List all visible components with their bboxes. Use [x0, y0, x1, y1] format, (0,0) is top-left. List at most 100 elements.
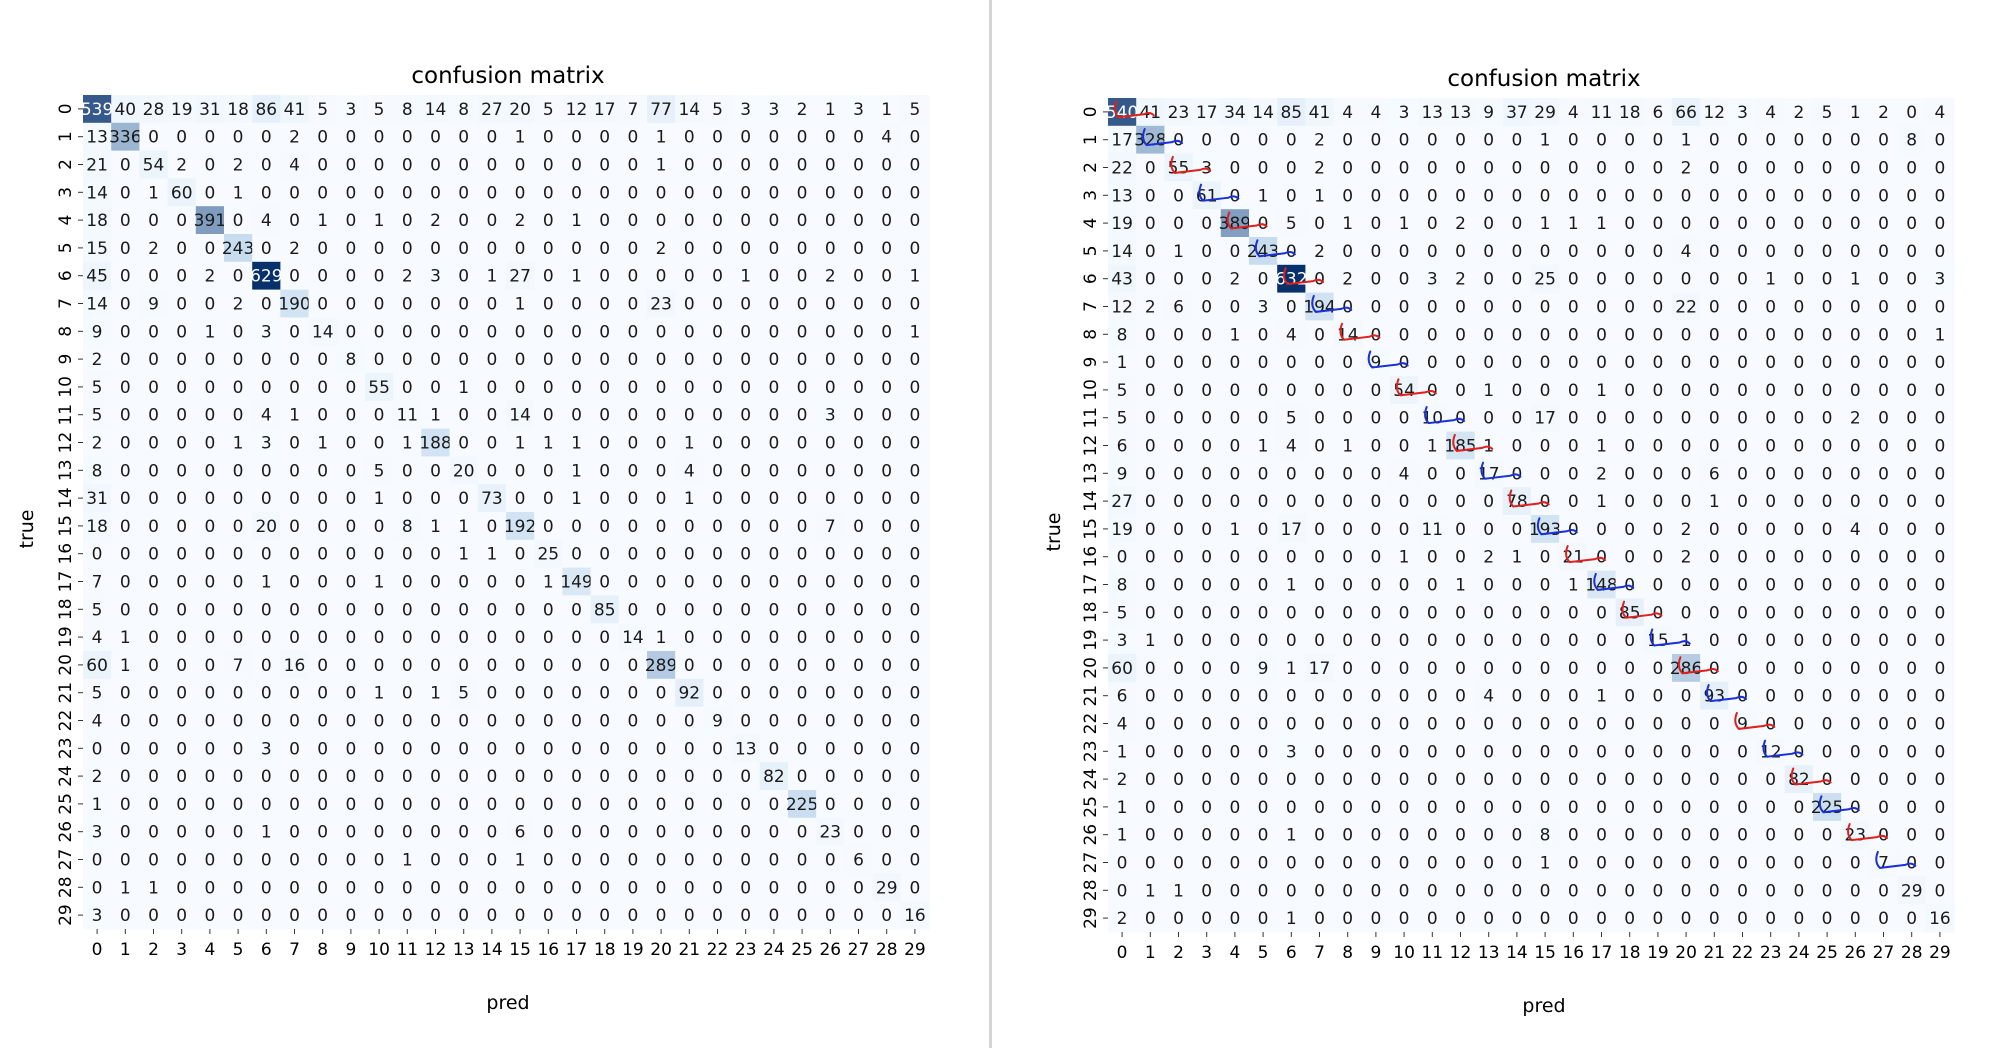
- cell-value-label: 0: [627, 573, 638, 593]
- cell-value-label: 0: [317, 545, 328, 565]
- cell-value-label: 0: [684, 628, 695, 648]
- cell-value-label: 2: [430, 211, 441, 231]
- cell-value-label: 0: [853, 406, 864, 426]
- y-tick-label: 18: [56, 598, 76, 620]
- cell-value-label: 0: [768, 656, 779, 676]
- heatmap-cell: [703, 539, 733, 569]
- cell-value-label: 0: [1934, 353, 1945, 373]
- cell-value-label: 0: [1173, 381, 1184, 401]
- cell-value-label: 0: [1822, 742, 1833, 762]
- cell-value-label: 0: [1342, 687, 1353, 707]
- cell-value-label: 0: [1342, 548, 1353, 568]
- cell-value-label: 0: [1681, 909, 1692, 929]
- cell-value-label: 0: [1878, 631, 1889, 651]
- y-tick-label: 1: [56, 131, 76, 142]
- cell-value-label: 0: [1511, 214, 1522, 234]
- heatmap-cell: [731, 345, 761, 374]
- cell-value-label: 1: [909, 322, 920, 342]
- cell-value-label: 0: [1229, 409, 1240, 429]
- y-tick-label: 16: [56, 543, 76, 565]
- cell-value-label: 0: [740, 628, 751, 648]
- cell-value-label: 0: [1596, 631, 1607, 651]
- cell-value-label: 0: [1173, 687, 1184, 707]
- cell-value-label: 0: [543, 156, 554, 176]
- cell-value-label: 0: [289, 573, 300, 593]
- cell-value-label: 0: [1483, 854, 1494, 874]
- cell-value-label: 0: [1596, 881, 1607, 901]
- heatmap-cell: [703, 206, 733, 235]
- cell-value-label: 0: [627, 795, 638, 815]
- cell-value-label: 0: [1286, 798, 1297, 818]
- cell-value-label: 4: [1568, 103, 1579, 123]
- heatmap-cell: [139, 317, 169, 346]
- cell-value-label: 0: [233, 350, 244, 370]
- cell-value-label: 1: [374, 489, 385, 509]
- cell-value-label: 0: [768, 739, 779, 759]
- cell-value-label: 0: [571, 295, 582, 315]
- heatmap-cell: [816, 373, 845, 402]
- cell-value-label: 0: [1314, 687, 1325, 707]
- cell-value-label: 0: [768, 378, 779, 398]
- cell-value-label: 0: [1258, 715, 1269, 735]
- cell-value-label: 0: [1878, 298, 1889, 318]
- heatmap-cell: [534, 428, 563, 457]
- heatmap-cell: [421, 345, 451, 374]
- cell-value-label: 0: [599, 628, 610, 648]
- cell-value-label: 0: [1286, 631, 1297, 651]
- cell-value-label: 0: [881, 767, 892, 787]
- cell-value-label: 0: [1511, 576, 1522, 596]
- cell-value-label: 0: [853, 489, 864, 509]
- cell-value-label: 0: [430, 851, 441, 871]
- cell-value-label: 0: [233, 906, 244, 926]
- y-tick-label: 10: [1081, 379, 1101, 401]
- cell-value-label: 4: [1681, 242, 1692, 262]
- cell-value-label: 0: [712, 767, 723, 787]
- cell-value-label: 0: [1850, 492, 1861, 512]
- cell-value-label: 0: [148, 684, 159, 704]
- cell-value-label: 16: [1929, 909, 1951, 929]
- cell-value-label: 0: [374, 851, 385, 871]
- heatmap-cell: [590, 623, 620, 652]
- cell-value-label: 0: [345, 823, 356, 843]
- cell-value-label: 0: [204, 628, 215, 648]
- cell-value-label: 0: [1624, 631, 1635, 651]
- heatmap-cell: [759, 345, 789, 374]
- cell-value-label: 0: [176, 823, 187, 843]
- cell-value-label: 0: [768, 239, 779, 259]
- cell-value-label: 0: [233, 211, 244, 231]
- heatmap-cell: [816, 178, 845, 207]
- cell-value-label: 0: [571, 795, 582, 815]
- heatmap-cell: [872, 595, 902, 624]
- heatmap-cell: [477, 95, 507, 124]
- heatmap-cell: [477, 317, 507, 346]
- cell-value-label: 0: [1624, 381, 1635, 401]
- right-chart-panel: confusion matrix pred true 540 41 23 17 34 14…: [992, 0, 2000, 1048]
- cell-value-label: 0: [627, 906, 638, 926]
- cell-value-label: 0: [909, 656, 920, 676]
- cell-value-label: 0: [797, 183, 808, 203]
- cell-value-label: 0: [345, 267, 356, 287]
- cell-value-label: 0: [1934, 770, 1945, 790]
- cell-value-label: 0: [1399, 437, 1410, 457]
- cell-value-label: 0: [1455, 854, 1466, 874]
- cell-value-label: 0: [1681, 742, 1692, 762]
- heatmap-cell: [111, 373, 140, 402]
- heatmap-cell: [167, 623, 197, 652]
- cell-value-label: 0: [909, 211, 920, 231]
- cell-value-label: 0: [1934, 214, 1945, 234]
- cell-value-label: 0: [1850, 131, 1861, 151]
- cell-value-label: 1: [656, 156, 667, 176]
- cell-value-label: 0: [712, 878, 723, 898]
- cell-value-label: 0: [1822, 715, 1833, 735]
- cell-value-label: 0: [289, 267, 300, 287]
- cell-value-label: 0: [317, 156, 328, 176]
- cell-value-label: 0: [1399, 659, 1410, 679]
- cell-value-label: 0: [317, 906, 328, 926]
- left-confusion-matrix-chart: confusion matrix pred true 539 40 28 19 31 18…: [16, 63, 930, 1014]
- cell-value-label: 0: [317, 573, 328, 593]
- cell-value-label: 0: [656, 378, 667, 398]
- cell-value-label: 2: [289, 239, 300, 259]
- heatmap-cell: [562, 289, 592, 318]
- heatmap-cell: [618, 539, 648, 569]
- cell-value-label: 0: [486, 128, 497, 148]
